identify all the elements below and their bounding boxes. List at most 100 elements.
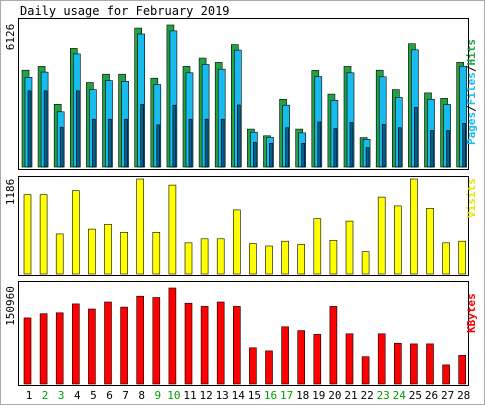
visits-bar-day-22 <box>361 251 370 275</box>
visits-bar-day-19 <box>313 218 322 275</box>
x-tick-label-day-13: 13 <box>216 389 229 402</box>
pages-bar-day-3 <box>59 126 64 168</box>
kbytes-bar-day-3 <box>55 312 64 385</box>
visits-bar-day-27 <box>442 242 450 275</box>
kbytes-bar-day-20 <box>329 306 338 385</box>
pages-bar-day-8 <box>140 104 144 168</box>
pages-bar-day-12 <box>204 118 209 168</box>
x-tick-label-day-1: 1 <box>26 389 33 402</box>
x-tick-label-day-24: 24 <box>393 389 407 402</box>
pages-bar-day-14 <box>237 104 241 168</box>
visits-bar-day-18 <box>297 244 306 275</box>
kbytes-bar-day-7 <box>120 306 128 385</box>
kbytes-bar-day-12 <box>200 306 209 385</box>
x-tick-label-day-11: 11 <box>183 389 196 402</box>
kbytes-bar-day-4 <box>72 303 80 385</box>
x-tick-label-day-25: 25 <box>409 389 422 402</box>
kbytes-bar-day-2 <box>39 313 48 385</box>
x-tick-label-day-3: 3 <box>58 389 65 402</box>
x-tick-label-day-5: 5 <box>90 389 97 402</box>
kbytes-bar-day-6 <box>104 301 112 385</box>
visits-bar-day-14 <box>233 209 241 275</box>
x-tick-label-day-14: 14 <box>232 389 246 402</box>
pages-bar-day-1 <box>27 90 32 168</box>
x-tick-label-day-16: 16 <box>264 389 277 402</box>
pages-bar-day-28 <box>462 123 467 168</box>
pages-bar-day-25 <box>414 107 418 168</box>
x-tick-label-day-15: 15 <box>248 389 261 402</box>
visits-bar-day-21 <box>345 220 354 275</box>
kbytes-bar-day-5 <box>88 308 96 385</box>
kbytes-bar-day-9 <box>152 297 161 385</box>
pages-bar-day-11 <box>188 118 193 168</box>
kbytes-bar-day-11 <box>184 302 193 385</box>
pages-bar-day-5 <box>92 118 96 168</box>
kbytes-bar-day-22 <box>361 356 370 385</box>
y-max-label-kbytes: 150960 <box>4 286 17 326</box>
x-tick-label-day-27: 27 <box>441 389 454 402</box>
bars-hits-files-pages <box>21 24 468 168</box>
x-tick-label-day-12: 12 <box>199 389 212 402</box>
kbytes-bar-day-21 <box>345 333 354 385</box>
kbytes-bar-day-28 <box>458 355 467 385</box>
visits-bar-day-5 <box>88 228 96 275</box>
visits-bar-day-25 <box>410 178 418 275</box>
pages-bar-day-17 <box>285 127 289 168</box>
pages-bar-day-21 <box>349 122 354 168</box>
pages-bar-day-20 <box>333 128 338 168</box>
pages-bar-day-18 <box>301 143 306 168</box>
kbytes-bar-day-8 <box>136 295 144 385</box>
kbytes-bar-day-18 <box>297 330 306 385</box>
visits-bar-day-3 <box>55 233 64 275</box>
visits-bar-day-1 <box>23 194 32 275</box>
pages-bar-day-13 <box>220 118 225 168</box>
kbytes-bar-day-17 <box>281 326 289 385</box>
kbytes-bar-day-19 <box>313 334 322 385</box>
kbytes-bar-day-1 <box>23 317 32 385</box>
x-tick-label-day-22: 22 <box>360 389 373 402</box>
x-axis-day-labels: 1 2 3 4 5 6 7 8 9 10 11 12 13 14 15 16 17 18 19 20 21 22 23 24 2… <box>26 389 471 402</box>
visits-bar-day-20 <box>329 240 338 275</box>
bars-visits <box>23 178 467 275</box>
visits-bar-day-9 <box>152 232 161 275</box>
x-tick-label-day-21: 21 <box>344 389 357 402</box>
pages-bar-day-16 <box>269 143 273 168</box>
kbytes-bar-day-14 <box>233 306 241 385</box>
bars-kbytes <box>23 287 467 385</box>
legend-hits-files-pages: Pages/Files/Hits <box>465 39 478 145</box>
x-tick-label-day-4: 4 <box>74 389 81 402</box>
x-tick-label-day-18: 18 <box>296 389 309 402</box>
pages-bar-day-7 <box>124 118 128 168</box>
pages-bar-day-6 <box>108 118 112 168</box>
x-tick-label-day-28: 28 <box>457 389 470 402</box>
kbytes-bar-day-23 <box>377 333 386 385</box>
visits-bar-day-13 <box>216 238 225 275</box>
legend-separator: / <box>465 105 478 112</box>
visits-bar-day-28 <box>458 240 467 275</box>
legend-files: Files <box>465 72 478 105</box>
pages-bar-day-27 <box>446 130 450 168</box>
pages-bar-day-23 <box>381 124 386 168</box>
pages-bar-day-19 <box>317 121 322 168</box>
visits-bar-day-2 <box>39 194 48 275</box>
x-tick-label-day-26: 26 <box>425 389 438 402</box>
pages-bar-day-10 <box>172 104 177 168</box>
visits-bar-day-26 <box>426 208 434 275</box>
x-tick-label-day-2: 2 <box>42 389 49 402</box>
visits-bar-day-12 <box>200 238 209 275</box>
x-tick-label-day-7: 7 <box>122 389 129 402</box>
visits-bar-day-17 <box>281 240 289 275</box>
chart-title: Daily usage for February 2019 <box>20 4 230 18</box>
visits-bar-day-4 <box>72 190 80 275</box>
x-tick-label-day-20: 20 <box>328 389 341 402</box>
visits-bar-day-8 <box>136 178 144 275</box>
kbytes-bar-day-15 <box>249 347 257 385</box>
y-max-label-hits: 6126 <box>4 24 17 51</box>
x-tick-label-day-17: 17 <box>280 389 293 402</box>
kbytes-bar-day-26 <box>426 343 434 385</box>
legend-visits: Visits <box>465 178 478 218</box>
x-tick-label-day-6: 6 <box>106 389 113 402</box>
x-tick-label-day-8: 8 <box>138 389 145 402</box>
x-tick-label-day-9: 9 <box>154 389 161 402</box>
visits-bar-day-15 <box>249 243 257 275</box>
